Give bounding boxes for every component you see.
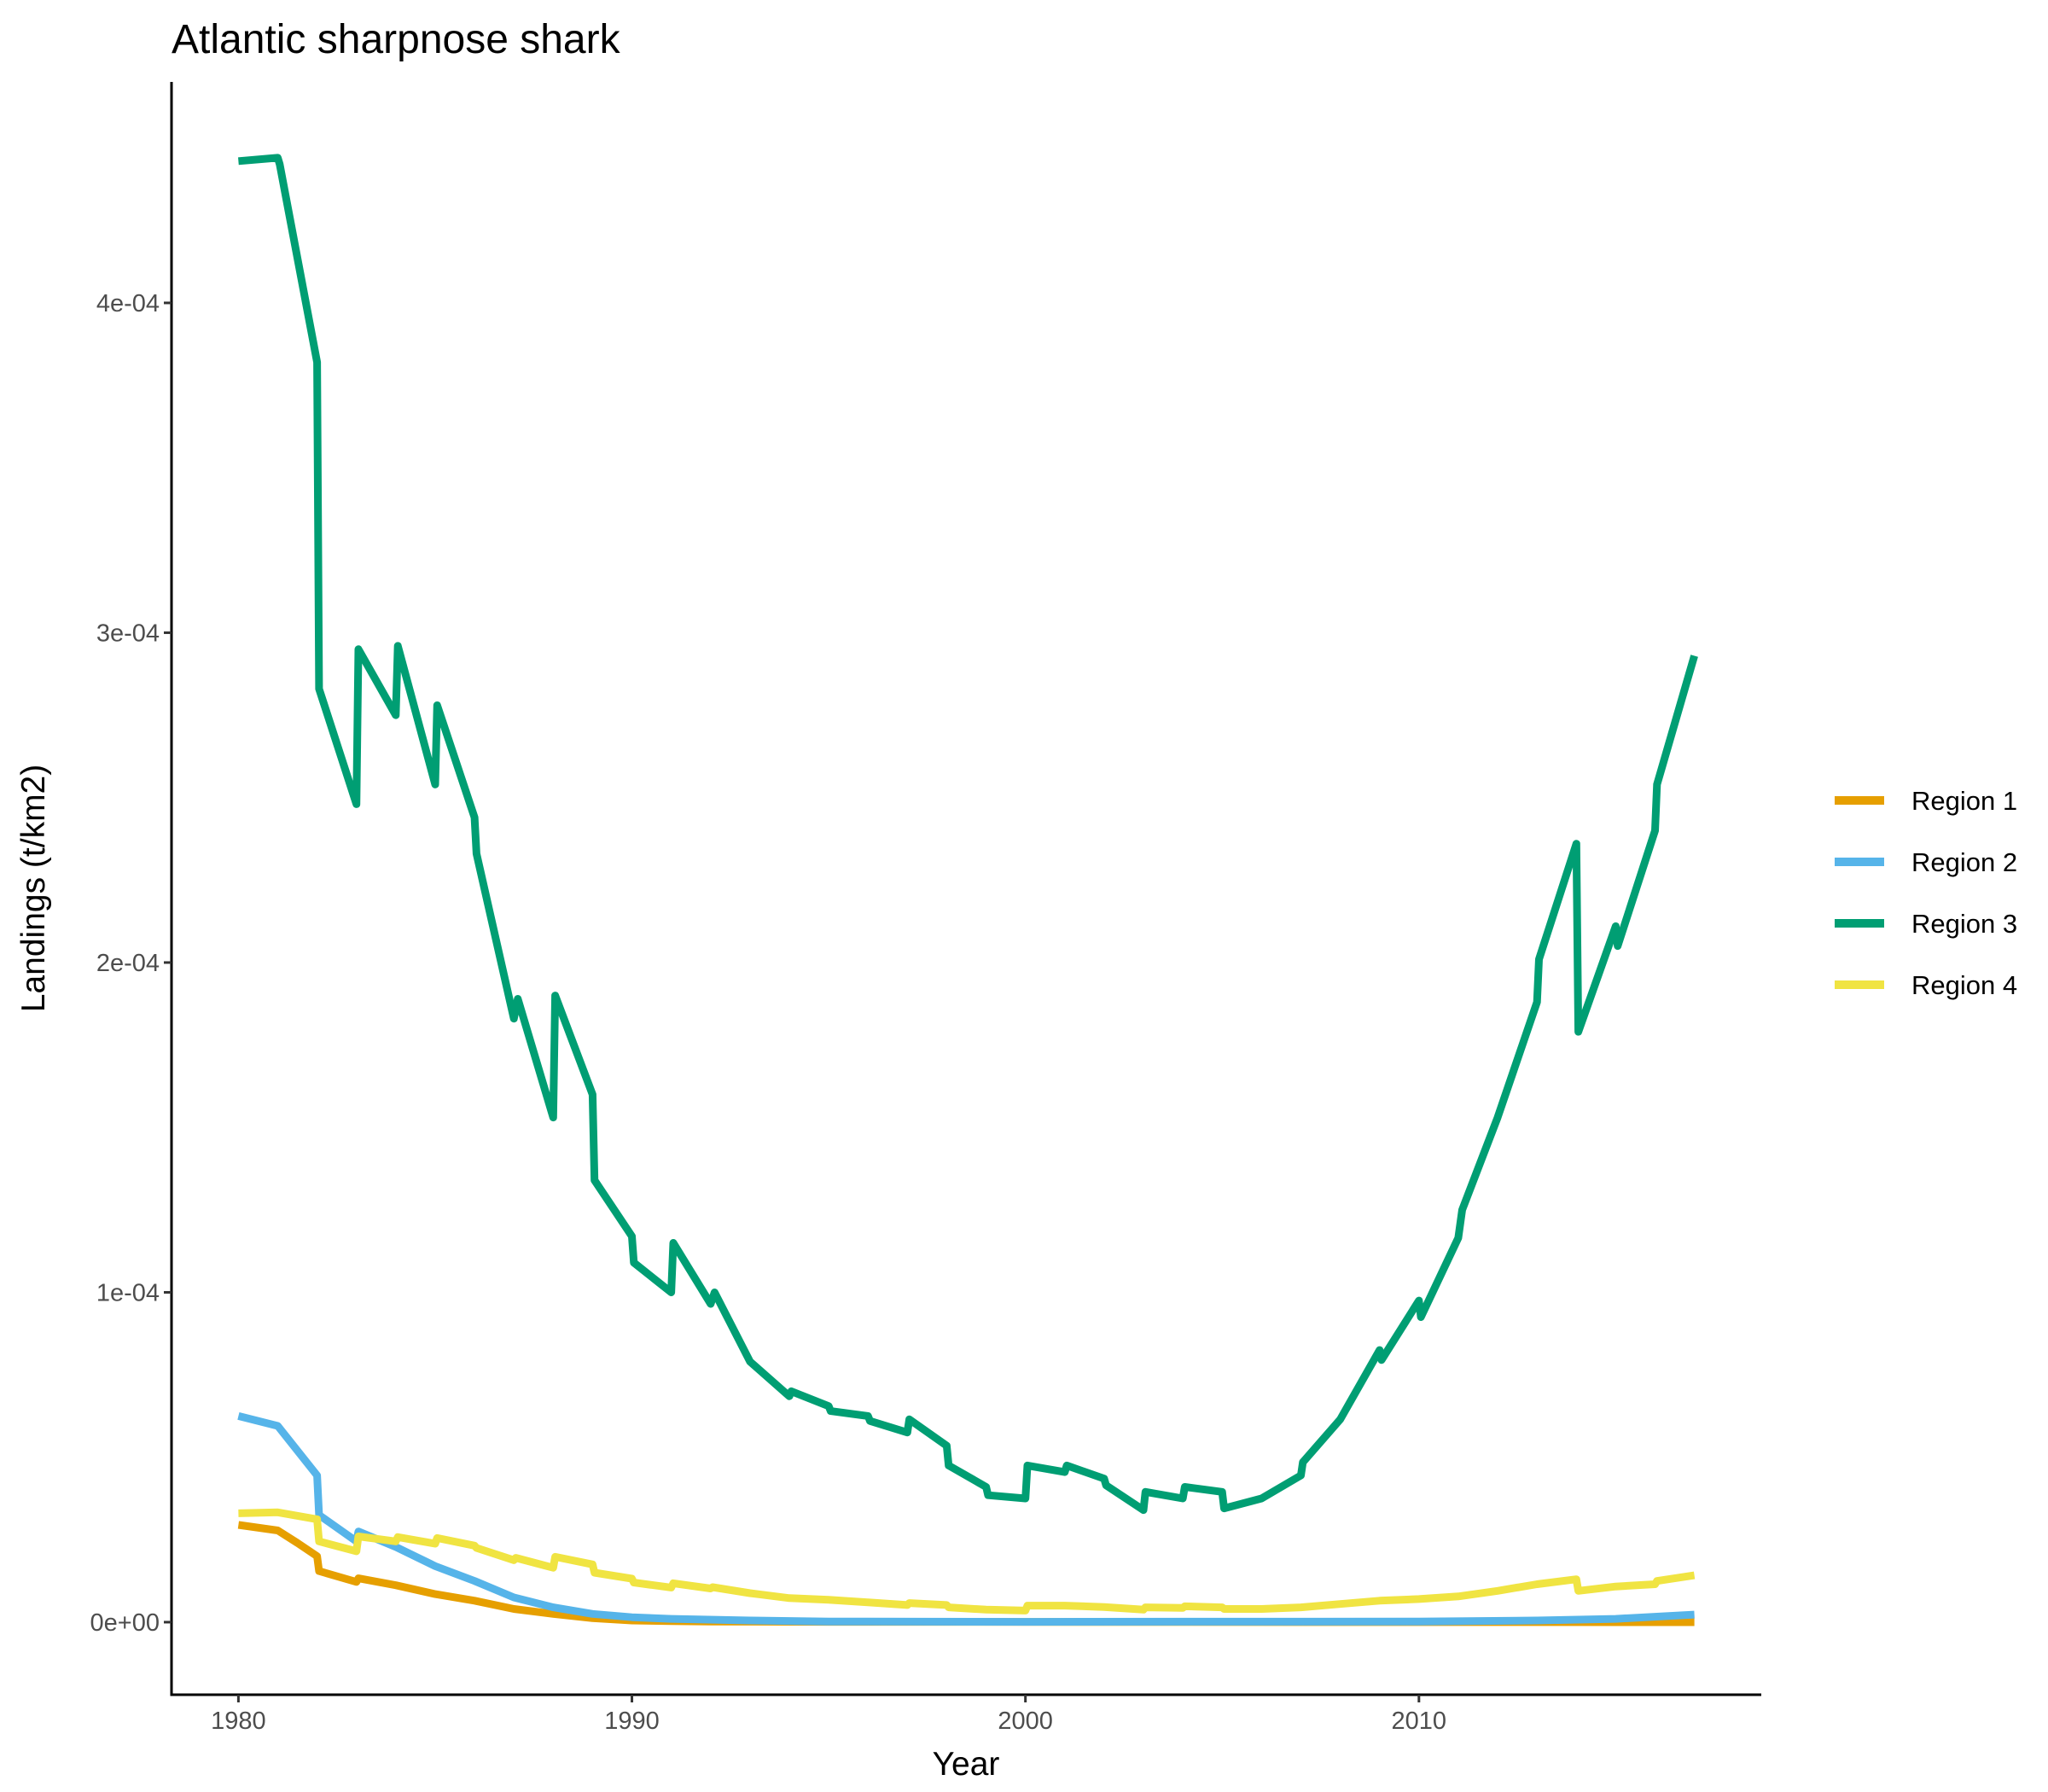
x-tick-label: 1980 <box>211 1708 266 1735</box>
series-line-region-2 <box>237 1412 1695 1626</box>
legend-label-region-3: Region 3 <box>1911 909 2017 939</box>
x-tick-label: 1990 <box>604 1708 660 1735</box>
chart-title: Atlantic sharpnose shark <box>172 17 621 62</box>
y-axis-ticks: 0e+00 1e-04 2e-04 3e-04 4e-04 <box>90 290 172 1637</box>
x-axis-ticks: 1980 1990 2000 2010 <box>211 1695 1446 1735</box>
x-tick-label: 2010 <box>1392 1708 1447 1735</box>
x-tick-label: 2000 <box>998 1708 1053 1735</box>
y-tick-label: 2e-04 <box>96 950 160 977</box>
y-axis-title: Landings (t/km2) <box>15 765 52 1012</box>
legend: Region 1 Region 2 Region 3 Region 4 <box>1835 786 2017 1000</box>
x-axis-title: Year <box>933 1746 1000 1783</box>
series-line-region-4 <box>238 1508 1696 1615</box>
legend-label-region-2: Region 2 <box>1911 847 2017 877</box>
series-layer <box>237 154 1698 1626</box>
y-tick-label: 4e-04 <box>96 290 160 317</box>
y-tick-label: 3e-04 <box>96 620 160 647</box>
series-line-region-3 <box>238 154 1698 1515</box>
y-tick-label: 0e+00 <box>90 1609 160 1637</box>
legend-label-region-1: Region 1 <box>1911 786 2017 816</box>
legend-label-region-4: Region 4 <box>1911 970 2017 1000</box>
y-tick-label: 1e-04 <box>96 1279 160 1306</box>
